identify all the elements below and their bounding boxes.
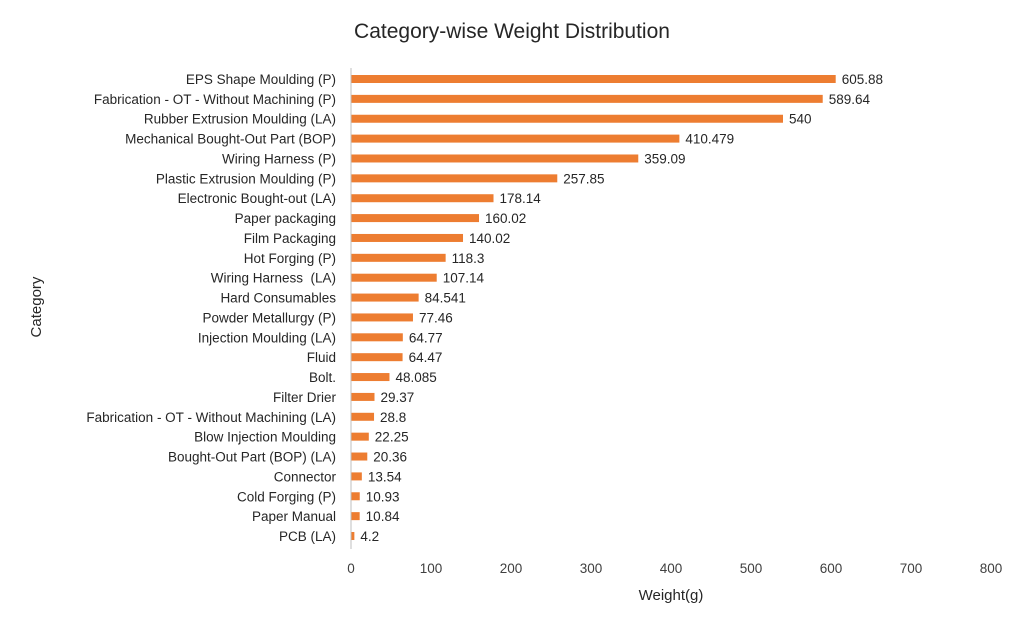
data-label: 118.3	[452, 251, 485, 266]
bar	[351, 233, 464, 242]
data-label: 160.02	[485, 211, 526, 226]
data-label: 48.085	[395, 370, 436, 385]
data-label: 84.541	[425, 291, 466, 306]
bar	[351, 154, 639, 163]
category-label: Hot Forging (P)	[244, 251, 336, 266]
category-label: Plastic Extrusion Moulding (P)	[156, 171, 336, 186]
data-label: 20.36	[373, 450, 407, 465]
chart-title: Category-wise Weight Distribution	[354, 20, 670, 43]
data-label: 13.54	[368, 469, 402, 484]
bar	[351, 472, 362, 481]
bar	[351, 194, 494, 203]
x-tick-label: 0	[347, 561, 355, 576]
category-label: Cold Forging (P)	[237, 489, 336, 504]
bar	[351, 253, 446, 262]
bar	[351, 273, 437, 282]
category-label: Fabrication - OT - Without Machining (P)	[94, 92, 336, 107]
x-tick-label: 800	[980, 561, 1003, 576]
x-tick-label: 700	[900, 561, 923, 576]
data-label: 77.46	[419, 310, 453, 325]
bar	[351, 492, 360, 501]
data-label: 540	[789, 112, 812, 127]
bar	[351, 412, 375, 421]
category-label: Fabrication - OT - Without Machining (LA…	[86, 410, 336, 425]
x-tick-label: 600	[820, 561, 843, 576]
category-label: Blow Injection Moulding	[194, 430, 336, 445]
x-tick-labels-layer: 0 100 200 300 400 500 600 700 800	[347, 561, 1002, 576]
data-label: 64.77	[409, 330, 443, 345]
data-label: 359.09	[644, 151, 685, 166]
data-label: 28.8	[380, 410, 406, 425]
category-label: Mechanical Bought-Out Part (BOP)	[125, 132, 336, 147]
bar	[351, 392, 375, 401]
category-labels-layer: EPS Shape Moulding (P) Fabrication - OT -…	[86, 72, 336, 544]
data-label: 605.88	[842, 72, 883, 87]
x-tick-label: 300	[580, 561, 603, 576]
category-label: Bolt.	[309, 370, 336, 385]
data-label: 10.84	[366, 509, 400, 524]
category-label: Injection Moulding (LA)	[198, 330, 336, 345]
data-label: 4.2	[360, 529, 379, 544]
bar	[351, 214, 480, 223]
category-label: Powder Metallurgy (P)	[202, 310, 336, 325]
x-axis-title: Weight(g)	[639, 587, 704, 604]
category-label: Fluid	[307, 350, 336, 365]
category-label: Filter Drier	[273, 390, 337, 405]
data-label: 410.479	[685, 132, 734, 147]
data-label: 589.64	[829, 92, 871, 107]
bar	[351, 174, 558, 183]
x-tick-label: 400	[660, 561, 683, 576]
bar	[351, 333, 403, 342]
bar	[351, 452, 368, 461]
bar	[351, 114, 783, 123]
category-label: PCB (LA)	[279, 529, 336, 544]
bar	[351, 432, 369, 441]
data-label: 22.25	[375, 430, 409, 445]
data-label: 64.47	[409, 350, 443, 365]
x-tick-label: 100	[420, 561, 443, 576]
category-label: Rubber Extrusion Moulding (LA)	[144, 112, 336, 127]
y-axis-title: Category	[28, 276, 45, 337]
bar	[351, 373, 390, 382]
data-label: 257.85	[563, 171, 604, 186]
bar	[351, 313, 413, 322]
bar	[351, 75, 836, 83]
category-label: Film Packaging	[244, 231, 336, 246]
data-label: 107.14	[443, 271, 485, 286]
category-label: Wiring Harness (P)	[222, 151, 336, 166]
bar	[351, 512, 360, 521]
data-label: 10.93	[366, 489, 400, 504]
bars-layer	[351, 75, 836, 541]
bar	[351, 134, 680, 143]
bar	[351, 353, 403, 362]
category-label: Connector	[274, 469, 337, 484]
category-label: Bought-Out Part (BOP) (LA)	[168, 450, 336, 465]
category-label: Paper packaging	[235, 211, 336, 226]
category-label: Electronic Bought-out (LA)	[178, 191, 336, 206]
data-label: 140.02	[469, 231, 510, 246]
x-tick-label: 500	[740, 561, 763, 576]
data-label: 178.14	[500, 191, 542, 206]
data-label: 29.37	[380, 390, 414, 405]
category-label: EPS Shape Moulding (P)	[186, 72, 336, 87]
category-label: Hard Consumables	[220, 291, 336, 306]
bar	[351, 94, 823, 103]
category-label: Paper Manual	[252, 509, 336, 524]
x-tick-label: 200	[500, 561, 523, 576]
bar	[351, 532, 355, 541]
bar	[351, 293, 419, 302]
category-label: Wiring Harness (LA)	[211, 271, 336, 286]
